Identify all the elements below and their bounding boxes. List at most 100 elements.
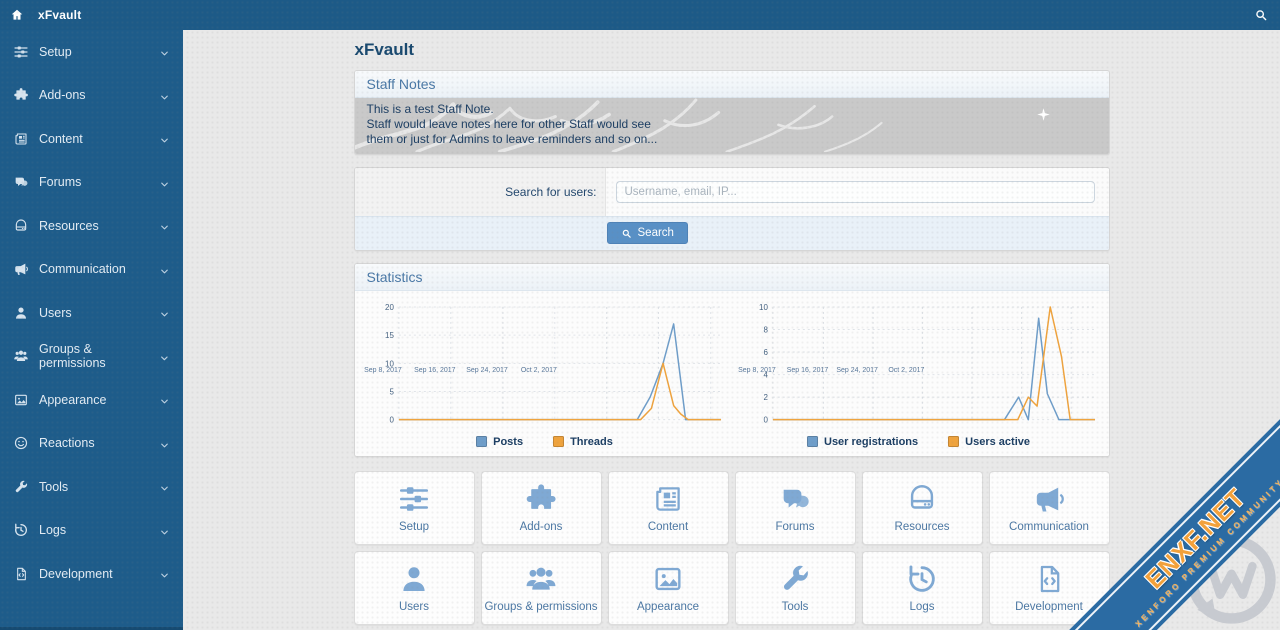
user-search-footer: Search (354, 216, 1109, 250)
bullhorn-icon (13, 261, 29, 277)
users-icon (13, 348, 29, 364)
sidebar-item-tools[interactable]: Tools (0, 465, 183, 509)
sidebar-item-forums[interactable]: Forums (0, 161, 183, 205)
bullhorn-icon (1032, 482, 1066, 516)
legend-item-user-registrations: User registrations (807, 436, 918, 448)
sidebar-item-logs[interactable]: Logs (0, 509, 183, 553)
chevron-down-icon (159, 481, 170, 492)
tile-label: Logs (909, 601, 935, 614)
page-title: xFvault (354, 40, 415, 59)
chart-legend: User registrations Users active (737, 436, 1101, 448)
tile-communication[interactable]: Communication (988, 470, 1110, 545)
tile-setup[interactable]: Setup (353, 470, 475, 545)
sidebar-item-label: Users (39, 305, 72, 320)
tile-development[interactable]: Development (988, 550, 1110, 625)
tile-label: Resources (894, 521, 950, 534)
statistics-body: 0 5 10 15 20 Sep 8, 2017 Sep 16, 2017 Sep 24, 2… (354, 291, 1109, 456)
svg-text:Oct 2, 2017: Oct 2, 2017 (520, 367, 556, 374)
sidebar-item-label: Appearance (39, 392, 107, 407)
sidebar-item-add-ons[interactable]: Add-ons (0, 74, 183, 118)
legend-label: Threads (570, 435, 613, 448)
staff-note-line: them or just for Admins to leave reminde… (366, 132, 658, 146)
legend-swatch (948, 436, 960, 448)
user-search-input[interactable] (615, 181, 1095, 203)
tile-resources[interactable]: Resources (861, 470, 983, 545)
sidebar-item-label: Logs (39, 523, 67, 538)
tile-content[interactable]: Content (607, 470, 729, 545)
svg-text:Sep 24, 2017: Sep 24, 2017 (466, 367, 508, 374)
svg-text:Sep 8, 2017: Sep 8, 2017 (364, 367, 402, 374)
svg-text:5: 5 (389, 387, 394, 396)
brand-title[interactable]: xFvault (38, 8, 82, 22)
svg-text:Oct 2, 2017: Oct 2, 2017 (888, 367, 924, 374)
tile-appearance[interactable]: Appearance (607, 550, 729, 625)
admin-tiles-grid: Setup Add-ons Content Forums Resources Commun… (353, 470, 1110, 625)
tile-forums[interactable]: Forums (734, 470, 856, 545)
statistics-block: Statistics 0 5 10 15 20 Sep 8, 2017 Sep 16, 20… (353, 263, 1110, 457)
drive-icon (13, 218, 29, 234)
chart-canvas: 0 2 4 6 8 10 Sep 8, 2017 Sep 16, 2017 Sep 24, 20… (737, 301, 1101, 432)
chevron-down-icon (159, 220, 170, 231)
legend-label: Posts (493, 435, 524, 448)
svg-text:2: 2 (763, 393, 768, 402)
sidebar-item-resources[interactable]: Resources (0, 204, 183, 248)
sidebar-item-development[interactable]: Development (0, 552, 183, 596)
legend-item-threads: Threads (553, 436, 613, 448)
tile-label: Content (647, 521, 689, 534)
smiley-icon (13, 435, 29, 451)
sidebar-item-label: Forums (39, 175, 82, 190)
legend-swatch (807, 436, 818, 448)
svg-text:6: 6 (763, 348, 768, 357)
statistics-header: Statistics (354, 264, 1109, 291)
svg-text:Sep 16, 2017: Sep 16, 2017 (414, 367, 456, 374)
comments-icon (13, 174, 29, 190)
puzzle-icon (13, 87, 29, 103)
sidebar-item-label: Setup (39, 44, 72, 59)
history-icon (905, 562, 939, 596)
search-input-cell (606, 168, 1109, 216)
svg-text:Sep 16, 2017: Sep 16, 2017 (786, 367, 828, 374)
tile-logs[interactable]: Logs (861, 550, 983, 625)
sidebar-item-reactions[interactable]: Reactions (0, 422, 183, 466)
tile-label: Communication (1009, 521, 1089, 534)
legend-label: Users active (965, 435, 1030, 448)
wrench-icon (13, 479, 29, 495)
sliders-icon (397, 482, 431, 516)
search-button[interactable]: Search (606, 222, 688, 244)
tile-groups-permissions[interactable]: Groups & permissions (480, 550, 602, 625)
history-icon (13, 522, 29, 538)
svg-text:10: 10 (759, 303, 768, 312)
sidebar-item-appearance[interactable]: Appearance (0, 378, 183, 422)
chevron-down-icon (159, 177, 170, 188)
image-icon (13, 392, 29, 408)
svg-text:8: 8 (763, 326, 768, 335)
sidebar-item-content[interactable]: Content (0, 117, 183, 161)
staff-note-line: Staff would leave notes here for other S… (366, 117, 651, 131)
drive-icon (905, 482, 939, 516)
comments-icon (778, 482, 812, 516)
sidebar-item-groups-permissions[interactable]: Groups & permissions (0, 335, 183, 379)
svg-text:10: 10 (385, 359, 394, 368)
tile-tools[interactable]: Tools (734, 550, 856, 625)
tile-label: Appearance (636, 601, 700, 614)
legend-item-users-active: Users active (948, 436, 1030, 448)
filecode-icon (1032, 562, 1066, 596)
tile-users[interactable]: Users (353, 550, 475, 625)
sidebar-item-label: Development (39, 566, 113, 581)
magnifier-icon (621, 228, 632, 239)
home-icon[interactable] (10, 8, 24, 22)
tile-add-ons[interactable]: Add-ons (480, 470, 602, 545)
sidebar-item-users[interactable]: Users (0, 291, 183, 335)
wrench-icon (778, 562, 812, 596)
sidebar-item-setup[interactable]: Setup (0, 30, 183, 74)
sidebar-item-communication[interactable]: Communication (0, 248, 183, 292)
chevron-down-icon (159, 90, 170, 101)
chevron-down-icon (159, 46, 170, 57)
search-icon[interactable] (1254, 8, 1268, 22)
chevron-down-icon (159, 568, 170, 579)
sidebar-item-label: Tools (39, 479, 69, 494)
users-icon (524, 562, 558, 596)
puzzle-icon (524, 482, 558, 516)
svg-text:4: 4 (763, 371, 768, 380)
